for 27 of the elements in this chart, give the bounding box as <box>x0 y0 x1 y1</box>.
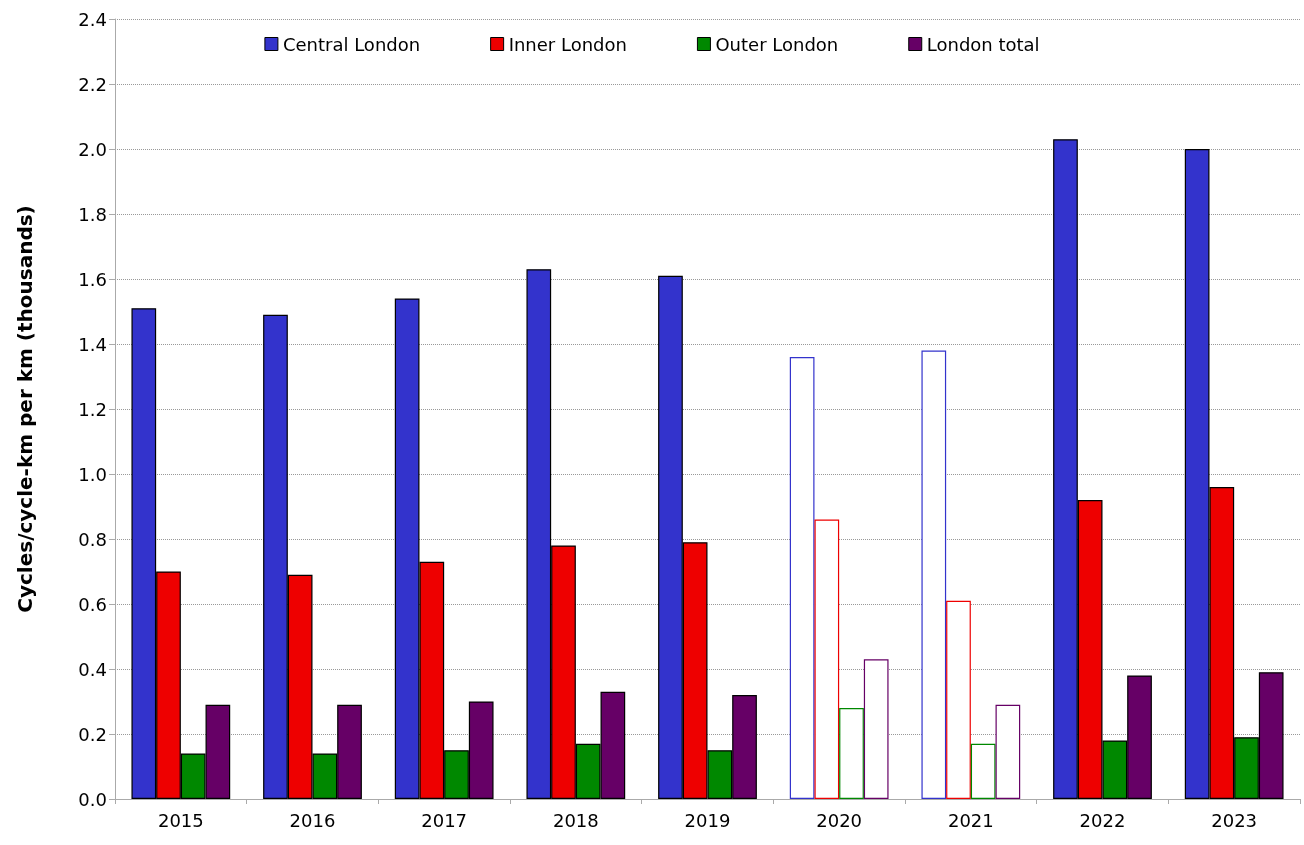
x-tick-label: 2022 <box>1079 809 1126 831</box>
y-tick-label: 2.4 <box>78 8 107 30</box>
legend-label: Central London <box>282 33 421 55</box>
legend-label: London total <box>926 33 1040 55</box>
y-tick-label: 1.0 <box>78 463 107 485</box>
x-tick-label: 2018 <box>552 809 599 831</box>
x-tick-label: 2016 <box>289 809 336 831</box>
y-tick-label: 1.6 <box>78 268 107 290</box>
y-tick-label: 2.0 <box>78 138 107 160</box>
y-tick-label: 0.2 <box>78 723 107 745</box>
y-axis-title: Cycles/cycle-km per km (thousands) <box>13 205 37 613</box>
x-tick-label: 2019 <box>684 809 731 831</box>
y-tick-label: 0.6 <box>78 593 107 615</box>
y-tick-label: 0.4 <box>78 658 107 680</box>
x-tick-label: 2015 <box>157 809 204 831</box>
y-tick-label: 0.0 <box>78 788 107 810</box>
y-tick-label: 1.4 <box>78 333 107 355</box>
legend-label: Outer London <box>715 33 839 55</box>
y-tick-label: 1.8 <box>78 203 107 225</box>
legend-label: Inner London <box>508 33 627 55</box>
x-tick-label: 2021 <box>947 809 994 831</box>
y-tick-label: 0.8 <box>78 528 107 550</box>
x-tick-label: 2020 <box>816 809 863 831</box>
y-tick-label: 1.2 <box>78 398 107 420</box>
y-tick-label: 2.2 <box>78 73 107 95</box>
x-tick-label: 2017 <box>421 809 468 831</box>
x-tick-label: 2023 <box>1211 809 1258 831</box>
